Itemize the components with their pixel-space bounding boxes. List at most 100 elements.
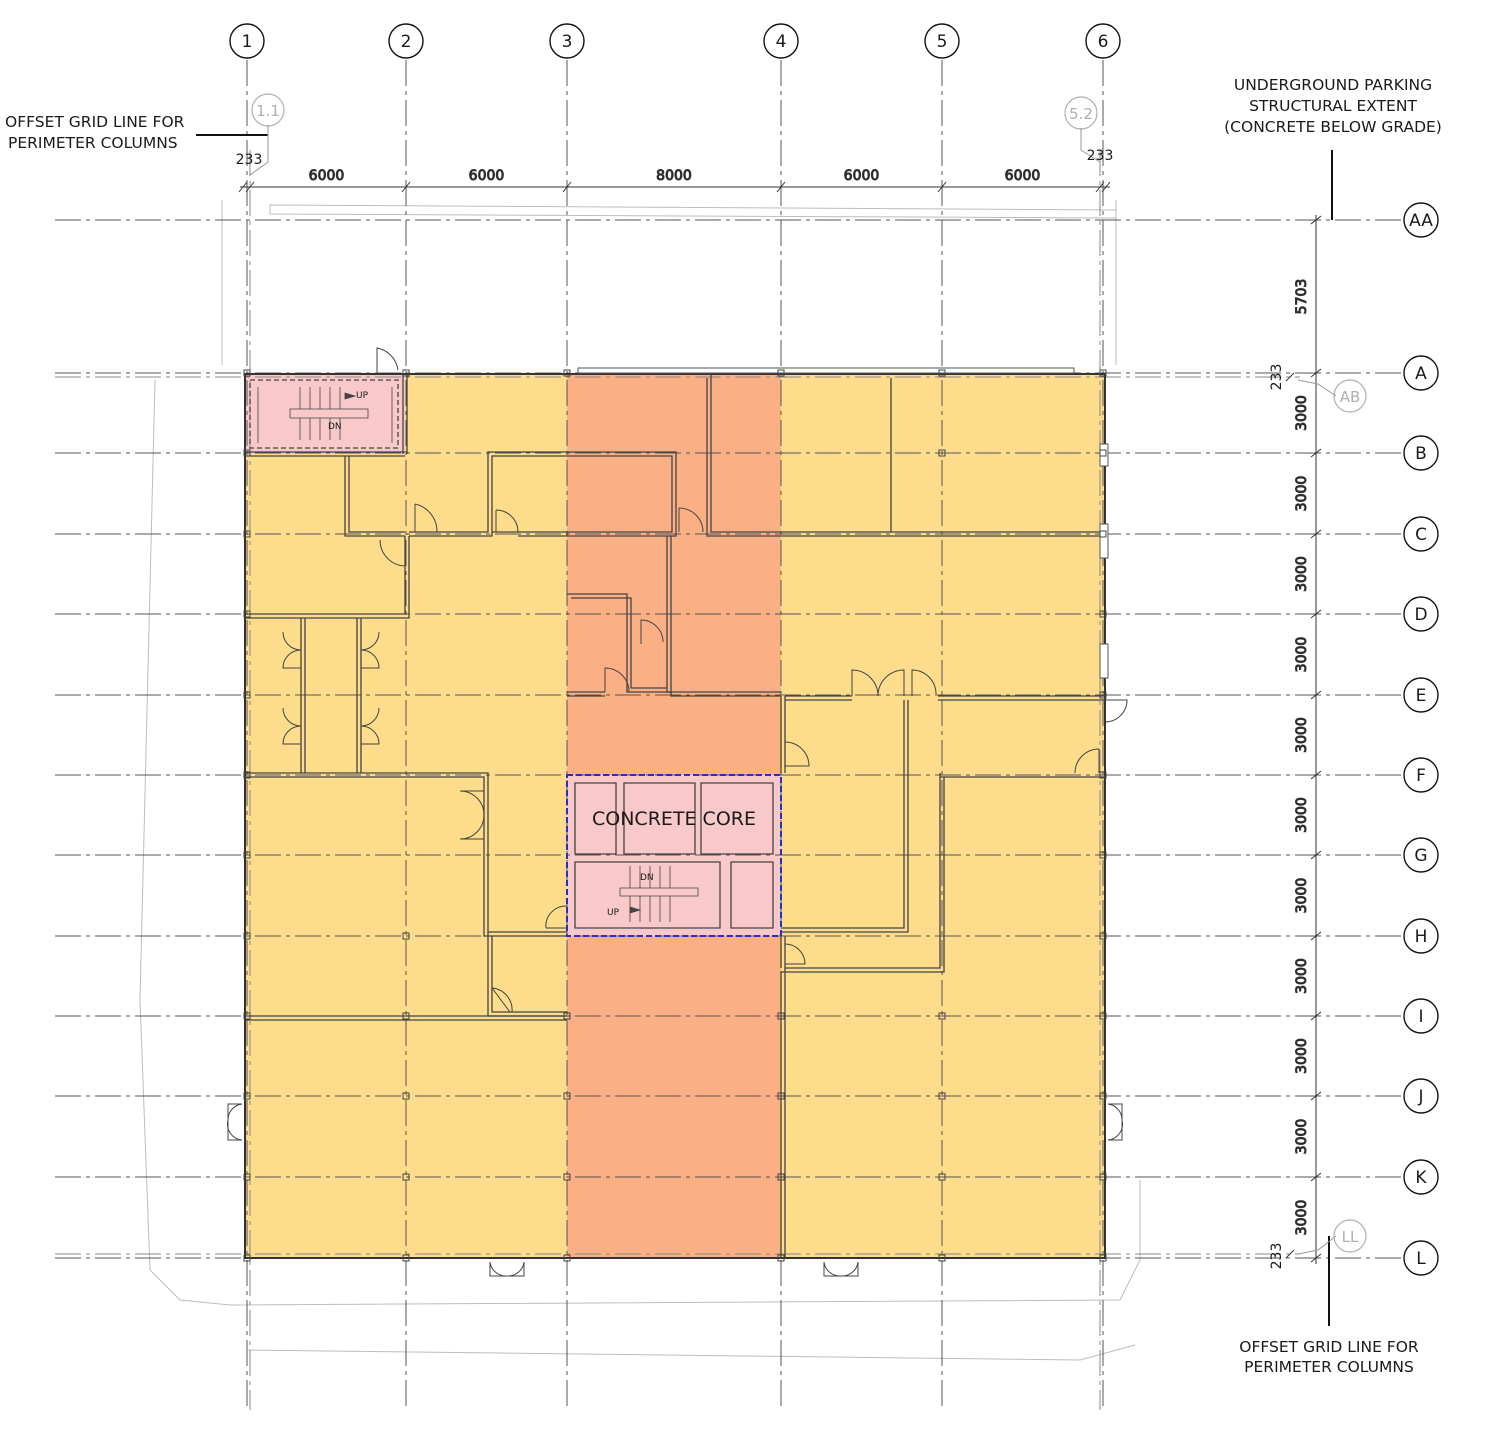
stair-core-up-label: UP [607,908,620,918]
door-swings [227,347,1128,1277]
grid-bubble-label: 5.2 [1069,105,1093,123]
column-marker [1099,1254,1107,1262]
column-marker [243,369,251,377]
dim-row-spacing: 3000 [1294,476,1310,512]
dim-tick [776,181,786,193]
column-marker [1099,851,1107,859]
dim-offset-right: 233 [1087,148,1114,164]
column-marker [1099,771,1107,779]
grid-bubble-col-4: 4 [763,23,799,59]
stair-nw-dn-label: DN [328,422,342,432]
grid-bubble-circle [763,23,799,59]
dim-offset-top: 233 [1269,364,1285,391]
column-marker [243,530,251,538]
grid-bubble-label: 1.1 [256,102,280,120]
grid-bubble-circle [549,23,585,59]
grid-bubble-label: F [1416,766,1426,786]
dim-tick [1310,690,1322,700]
grid-bubble-col-5: 5 [924,23,960,59]
grid-bubble-circle [1085,23,1121,59]
dim-column-spacing: 6000 [469,168,505,184]
interior-walls [245,374,1105,1258]
grid-bubble-label: 4 [776,32,787,52]
grid-bubble-label: 5 [937,32,948,52]
grid-bubble-circle [924,23,960,59]
column-marker [563,1012,571,1020]
grid-bubble-circle [1403,435,1439,471]
grid-bubble-label: AB [1340,388,1361,406]
column-marker [1099,691,1107,699]
column-marker [938,1254,946,1262]
dim-row-spacing: 3000 [1294,717,1310,753]
grid-bubble-label: 1 [242,32,253,52]
grid-bubble-circle [1403,1240,1439,1276]
dim-tick [1310,931,1322,941]
column-marker [938,449,946,457]
column-marker [1099,449,1107,457]
grid-bubble-col-6: 6 [1085,23,1121,59]
grid-bubble-row-D: D [1403,596,1439,632]
dim-tick [1310,1253,1322,1263]
dim-row-spacing: 3000 [1294,395,1310,431]
parking-note-line1: UNDERGROUND PARKING [1234,76,1432,94]
grid-bubble-circle [1403,355,1439,391]
offset-note-bottom-line1: OFFSET GRID LINE FOR [1239,1338,1419,1356]
floor-zones [245,374,1105,1258]
dim-tick [937,181,947,193]
grid-bubble-circle [388,23,424,59]
dim-row-spacing: 3000 [1294,556,1310,592]
grid-bubble-label: K [1415,1168,1427,1188]
grid-bubble-label: AA [1409,211,1433,231]
window-mullions [577,367,1109,679]
column-marker [563,369,571,377]
dim-tick [1310,1091,1322,1101]
grid-bubble-circle [1333,379,1367,413]
grid-bubble-label: E [1416,686,1427,706]
grid-bubble-offset-5.2: 5.2 [1064,96,1098,130]
column-marker [938,1173,946,1181]
column-marker [243,932,251,940]
grid-bubble-offset-1.1: 1.1 [251,93,285,127]
grid-bubble-col-2: 2 [388,23,424,59]
column-marker [243,771,251,779]
dim-row-spacing: 3000 [1294,797,1310,833]
grid-bubble-label: A [1415,364,1427,384]
column-marker [402,932,410,940]
column-marker [1099,610,1107,618]
dim-tick [1310,368,1322,378]
column-marker [563,1254,571,1262]
column-marker [777,1173,785,1181]
grid-bubble-circle [229,23,265,59]
grid-bubble-col-1: 1 [229,23,265,59]
grid-bubble-row-I: I [1403,998,1439,1034]
grid-bubble-offset-LL: LL [1333,1219,1367,1253]
column-marker [1099,369,1107,377]
parking-extent-outline [139,200,1141,1361]
grid-bubble-row-G: G [1403,837,1439,873]
dim-tick [245,181,255,193]
grid-bubble-row-H: H [1403,918,1439,954]
column-marker [563,1173,571,1181]
grid-bubble-label: B [1415,444,1427,464]
grid-bubble-row-A: A [1403,355,1439,391]
dim-row-spacing: 3000 [1294,1038,1310,1074]
column-marker [402,1173,410,1181]
dim-row-spacing: 3000 [1294,1200,1310,1236]
column-marker [1099,530,1107,538]
column-marker [243,610,251,618]
building-perimeter [244,373,1106,1259]
grid-bubble-row-C: C [1403,516,1439,552]
column-marker [777,1254,785,1262]
grid-bubble-label: 2 [401,32,412,52]
dim-column-spacing: 6000 [844,168,880,184]
offset-note-bottom-line2: PERIMETER COLUMNS [1244,1358,1414,1376]
dim-row-spacing: 3000 [1294,1119,1310,1155]
column-marker [402,1254,410,1262]
stair-nw-zone [245,374,405,454]
grid-bubble-label: J [1417,1087,1423,1107]
grid-bubble-circle [1403,757,1439,793]
grid-bubble-col-3: 3 [549,23,585,59]
dim-column-spacing: 8000 [656,168,692,184]
dim-tick [1310,448,1322,458]
